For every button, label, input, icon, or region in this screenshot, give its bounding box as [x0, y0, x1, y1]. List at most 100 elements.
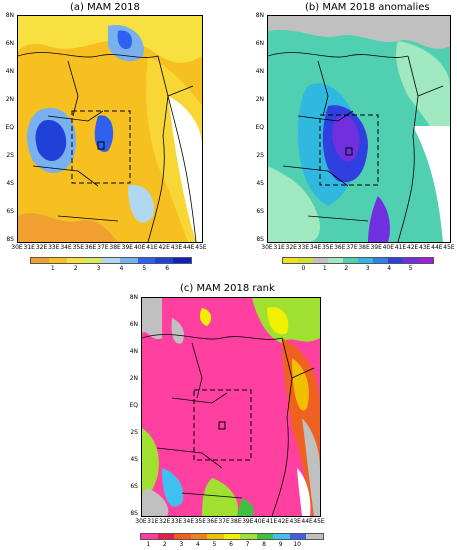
colorbar-label: 9 [278, 541, 283, 548]
panel-c-colorbar [140, 533, 324, 540]
lon-label: 36E [334, 244, 346, 251]
colorbar-label: 8 [262, 541, 266, 548]
colorbar-swatch [84, 258, 103, 263]
colorbar-swatch [358, 258, 373, 263]
panel-a-colorbar [30, 257, 192, 264]
lon-label: 44E [301, 518, 313, 525]
lon-label: 43E [170, 244, 183, 251]
panel-a-map [17, 15, 203, 243]
lon-label: 30E [261, 244, 273, 251]
colorbar-label: 4 [119, 265, 124, 272]
colorbar-swatch [119, 258, 138, 263]
panel-c-title: (c) MAM 2018 rank [180, 283, 275, 294]
lon-label: 44E [183, 244, 195, 251]
colorbar-swatch [403, 258, 418, 263]
panel-a-title: (a) MAM 2018 [70, 2, 140, 13]
colorbar-swatch [418, 258, 433, 263]
colorbar-label: 7 [245, 541, 250, 548]
colorbar-swatch [388, 258, 403, 263]
colorbar-swatch [306, 534, 324, 539]
lon-label: 33E [297, 244, 310, 251]
colorbar-label: 1 [146, 541, 151, 548]
panel-c-lat-labels: 8N 6N 4N 2N EQ 2S 4S 6S 8S [129, 294, 138, 517]
colorbar-swatch [223, 534, 241, 539]
colorbar-swatch [343, 258, 358, 263]
lon-label: 32E [35, 244, 48, 251]
lon-label: 35E [72, 244, 85, 251]
lon-label: 38E [358, 244, 370, 251]
panel-b-title: (b) MAM 2018 anomalies [305, 2, 430, 13]
lon-label: 45E [443, 244, 455, 251]
colorbar-swatch [240, 534, 257, 539]
panel-b-map [267, 15, 451, 243]
lon-label: 38E [109, 244, 121, 251]
colorbar-swatch [190, 534, 208, 539]
colorbar-label: 6 [229, 541, 233, 548]
lon-label: 42E [277, 518, 290, 525]
colorbar-swatch [256, 534, 274, 539]
colorbar-label: 3 [179, 541, 184, 548]
lon-label: 40E [253, 518, 266, 525]
colorbar-swatch [283, 258, 298, 263]
lon-label: 36E [84, 244, 97, 251]
lon-label: 32E [285, 244, 297, 251]
colorbar-swatch [31, 258, 49, 263]
colorbar-label: 4 [195, 541, 200, 548]
colorbar-label: 1 [50, 265, 55, 272]
lon-label: 30E [135, 518, 147, 525]
colorbar-swatch [313, 258, 328, 263]
colorbar-label: 6 [165, 265, 170, 272]
colorbar-swatch [207, 534, 224, 539]
colorbar-label: 2 [162, 541, 167, 548]
panel-b-colorbar [282, 257, 434, 264]
colorbar-swatch [155, 258, 174, 263]
panel-b-lat-labels: 8N 6N 4N 2N EQ 2S 4S 6S 8S [255, 12, 264, 243]
colorbar-label: 3 [96, 265, 101, 272]
lon-label: 45E [195, 244, 207, 251]
lon-label: 31E [23, 244, 35, 251]
lon-label: 31E [147, 518, 159, 525]
lon-label: 38E [230, 518, 242, 525]
colorbar-swatch [157, 534, 175, 539]
lon-label: 41E [265, 518, 278, 525]
lon-label: 34E [309, 244, 322, 251]
colorbar-label: 2 [73, 265, 78, 272]
colorbar-swatch [48, 258, 67, 263]
lon-label: 30E [11, 244, 23, 251]
lon-label: 33E [48, 244, 60, 251]
lon-label: 41E [394, 244, 407, 251]
lon-label: 41E [146, 244, 158, 251]
colorbar-label: 5 [408, 265, 413, 272]
colorbar-swatch [373, 258, 388, 263]
lon-label: 35E [194, 518, 207, 525]
lon-label: 37E [346, 244, 358, 251]
colorbar-swatch [137, 258, 156, 263]
lon-label: 44E [431, 244, 443, 251]
colorbar-label: 1 [322, 265, 327, 272]
colorbar-label: 5 [142, 265, 147, 272]
lon-label: 34E [182, 518, 195, 525]
colorbar-label: 5 [212, 541, 217, 548]
colorbar-swatch [141, 534, 158, 539]
lon-label: 42E [406, 244, 419, 251]
colorbar-swatch [66, 258, 85, 263]
panel-c-map [141, 297, 321, 517]
lon-label: 39E [370, 244, 382, 251]
colorbar-label: 4 [387, 265, 392, 272]
colorbar-swatch [102, 258, 120, 263]
lon-label: 39E [242, 518, 254, 525]
colorbar-swatch [174, 534, 191, 539]
lon-label: 34E [60, 244, 72, 251]
lon-label: 43E [419, 244, 431, 251]
colorbar-swatch [298, 258, 313, 263]
colorbar-swatch [273, 534, 290, 539]
lon-label: 33E [170, 518, 183, 525]
lon-label: 31E [273, 244, 285, 251]
lon-label: 42E [158, 244, 170, 251]
colorbar-label: 10 [293, 541, 301, 548]
lon-label: 45E [313, 518, 325, 525]
lon-label: 32E [159, 518, 171, 525]
colorbar-label: 0 [301, 265, 306, 272]
lon-label: 37E [97, 244, 109, 251]
colorbar-swatch [289, 534, 307, 539]
